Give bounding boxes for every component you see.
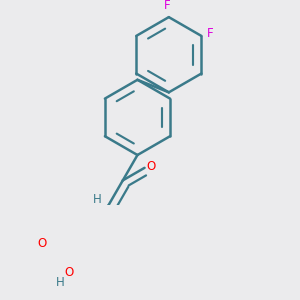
Text: F: F	[164, 0, 170, 12]
Text: H: H	[56, 276, 64, 289]
Text: O: O	[37, 237, 46, 250]
Text: O: O	[147, 160, 156, 173]
Text: F: F	[207, 27, 213, 40]
Text: H: H	[93, 193, 102, 206]
Text: O: O	[65, 266, 74, 279]
